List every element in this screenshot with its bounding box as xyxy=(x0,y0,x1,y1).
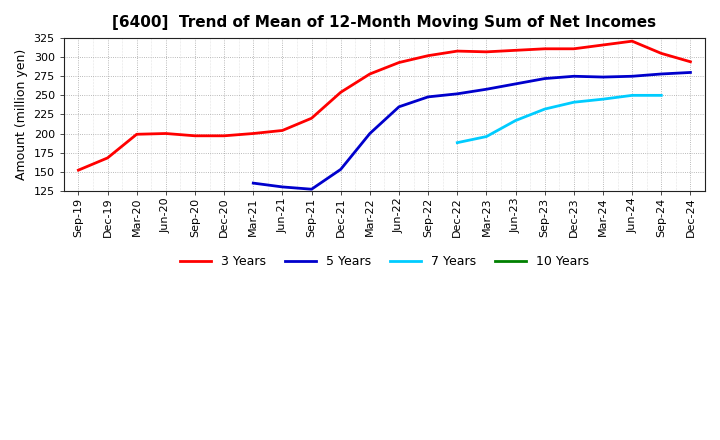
Title: [6400]  Trend of Mean of 12-Month Moving Sum of Net Incomes: [6400] Trend of Mean of 12-Month Moving … xyxy=(112,15,657,30)
Y-axis label: Amount (million yen): Amount (million yen) xyxy=(15,49,28,180)
Legend: 3 Years, 5 Years, 7 Years, 10 Years: 3 Years, 5 Years, 7 Years, 10 Years xyxy=(175,250,594,273)
